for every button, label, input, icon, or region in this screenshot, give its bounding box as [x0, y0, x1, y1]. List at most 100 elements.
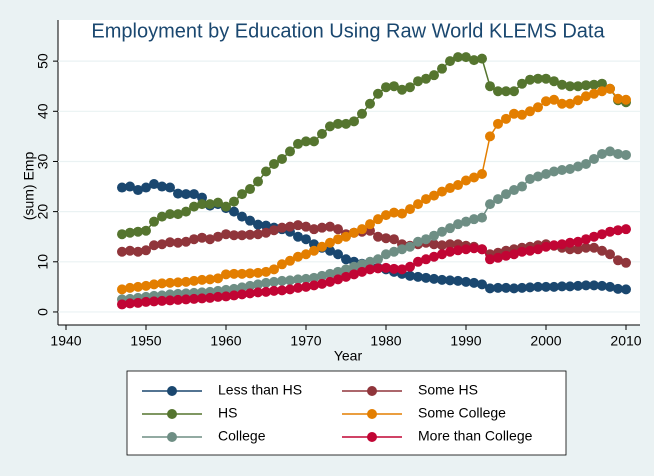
- point: [261, 227, 271, 238]
- point: [501, 250, 511, 261]
- point: [317, 241, 327, 252]
- point: [309, 280, 319, 291]
- point: [597, 78, 607, 89]
- point: [157, 278, 167, 289]
- point: [237, 211, 247, 222]
- legend-label: HS: [218, 405, 237, 421]
- point: [437, 186, 447, 197]
- legend-marker: [167, 409, 177, 419]
- point: [549, 166, 559, 177]
- point: [357, 259, 367, 270]
- legend-box: [126, 370, 567, 456]
- point: [373, 88, 383, 99]
- point: [261, 286, 271, 297]
- point: [237, 230, 247, 241]
- point: [389, 207, 399, 218]
- point: [389, 81, 399, 92]
- point: [501, 282, 511, 293]
- point: [165, 277, 175, 288]
- point: [341, 254, 351, 265]
- point: [237, 282, 247, 293]
- point: [477, 212, 487, 223]
- point: [285, 146, 295, 157]
- point: [477, 279, 487, 290]
- point: [485, 131, 495, 142]
- point: [293, 138, 303, 149]
- point: [621, 94, 631, 105]
- point: [469, 243, 479, 254]
- point: [301, 249, 311, 260]
- point: [421, 234, 431, 245]
- legend-marker: [167, 432, 177, 442]
- point: [245, 280, 255, 291]
- point: [349, 227, 359, 238]
- point: [597, 86, 607, 97]
- point: [125, 298, 135, 309]
- point: [509, 185, 519, 196]
- point: [285, 275, 295, 286]
- point: [533, 73, 543, 84]
- point: [117, 284, 127, 295]
- point: [253, 176, 263, 187]
- point: [189, 189, 199, 200]
- point: [149, 279, 159, 290]
- point: [309, 136, 319, 147]
- point: [157, 211, 167, 222]
- point: [565, 98, 575, 109]
- point: [509, 108, 519, 119]
- point: [429, 190, 439, 201]
- point: [605, 226, 615, 237]
- point: [141, 225, 151, 236]
- point: [469, 214, 479, 225]
- chart-title: Employment by Education Using Raw World …: [91, 20, 605, 42]
- point: [517, 78, 527, 89]
- point: [357, 266, 367, 277]
- x-tick-label: 1940: [50, 333, 81, 349]
- point: [421, 254, 431, 265]
- point: [221, 291, 231, 302]
- point: [581, 91, 591, 102]
- point: [213, 273, 223, 284]
- point: [533, 244, 543, 255]
- point: [445, 223, 455, 234]
- point: [293, 251, 303, 262]
- point: [533, 171, 543, 182]
- point: [517, 282, 527, 293]
- legend-marker: [367, 409, 377, 419]
- point: [397, 208, 407, 219]
- point: [117, 246, 127, 257]
- point: [437, 63, 447, 74]
- point: [341, 231, 351, 242]
- point: [525, 282, 535, 293]
- point: [405, 82, 415, 93]
- point: [621, 149, 631, 160]
- point: [573, 280, 583, 291]
- point: [501, 86, 511, 97]
- x-tick-label: 1970: [290, 333, 321, 349]
- point: [445, 183, 455, 194]
- point: [605, 83, 615, 94]
- point: [301, 273, 311, 284]
- point: [261, 220, 271, 231]
- point: [573, 95, 583, 106]
- legend-marker: [167, 386, 177, 396]
- point: [197, 293, 207, 304]
- point: [405, 270, 415, 281]
- x-tick-label: 2000: [530, 333, 561, 349]
- point: [613, 255, 623, 266]
- x-axis-label: Year: [334, 348, 363, 364]
- point: [333, 266, 343, 277]
- point: [477, 244, 487, 255]
- point: [333, 234, 343, 245]
- point: [557, 239, 567, 250]
- legend-label: College: [218, 428, 266, 444]
- point: [413, 236, 423, 247]
- point: [461, 276, 471, 287]
- point: [277, 275, 287, 286]
- point: [237, 189, 247, 200]
- point: [589, 231, 599, 242]
- point: [301, 136, 311, 147]
- legend-marker: [367, 432, 377, 442]
- point: [149, 296, 159, 307]
- point: [277, 259, 287, 270]
